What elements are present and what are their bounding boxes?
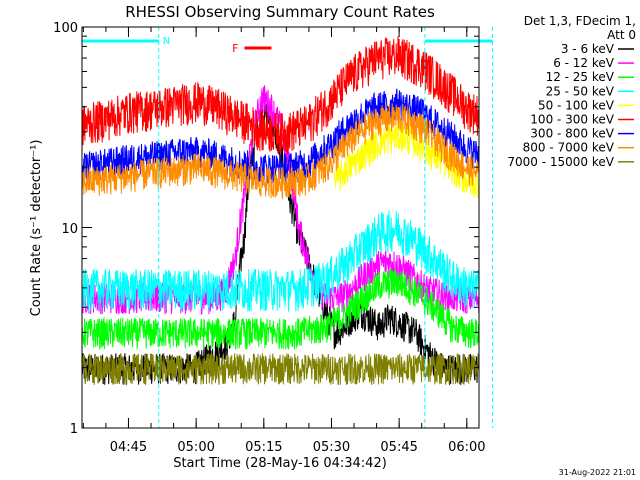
series-line [82, 36, 479, 156]
flare-label: F [232, 42, 238, 55]
legend-label: 300 - 800 keV [530, 127, 614, 141]
legend-label: 50 - 100 keV [538, 98, 615, 112]
x-axis-label: Start Time (28-May-16 04:34:42) [173, 456, 387, 471]
legend-label: 100 - 300 keV [530, 113, 614, 127]
x-axis-tick-label: 06:00 [448, 440, 485, 455]
y-axis-tick-label: 100 [53, 21, 78, 36]
x-axis-tick-label: 05:30 [313, 440, 350, 455]
series-line [82, 352, 479, 386]
x-axis-tick-label: 05:15 [245, 440, 282, 455]
legend-label: 25 - 50 keV [546, 84, 615, 98]
footer-date: 31-Aug-2022 21:01 [559, 468, 636, 477]
chart-title: RHESSI Observing Summary Count Rates [125, 3, 435, 21]
x-axis-tick-label: 04:45 [110, 440, 147, 455]
legend-header-line-1: Det 1,3, FDecim 1, [524, 14, 636, 28]
x-axis-tick-label: 05:00 [177, 440, 214, 455]
y-axis-tick-label: 10 [61, 222, 78, 237]
y-axis-tick-label: 1 [70, 422, 78, 437]
legend-label: 7000 - 15000 keV [507, 155, 614, 169]
legend-header-line-2: Att 0 [607, 28, 636, 42]
night-label: N [163, 36, 170, 47]
series-line [82, 103, 479, 200]
legend-label: 800 - 7000 keV [523, 141, 615, 155]
legend-label: 12 - 25 keV [546, 70, 615, 84]
series-line [82, 268, 479, 350]
legend-label: 6 - 12 keV [553, 56, 615, 70]
series-line [82, 210, 479, 312]
y-axis-label: Count Rate (s⁻¹ detector⁻¹) [29, 140, 44, 317]
legend-label: 3 - 6 keV [561, 42, 615, 56]
x-axis-tick-label: 05:45 [380, 440, 417, 455]
